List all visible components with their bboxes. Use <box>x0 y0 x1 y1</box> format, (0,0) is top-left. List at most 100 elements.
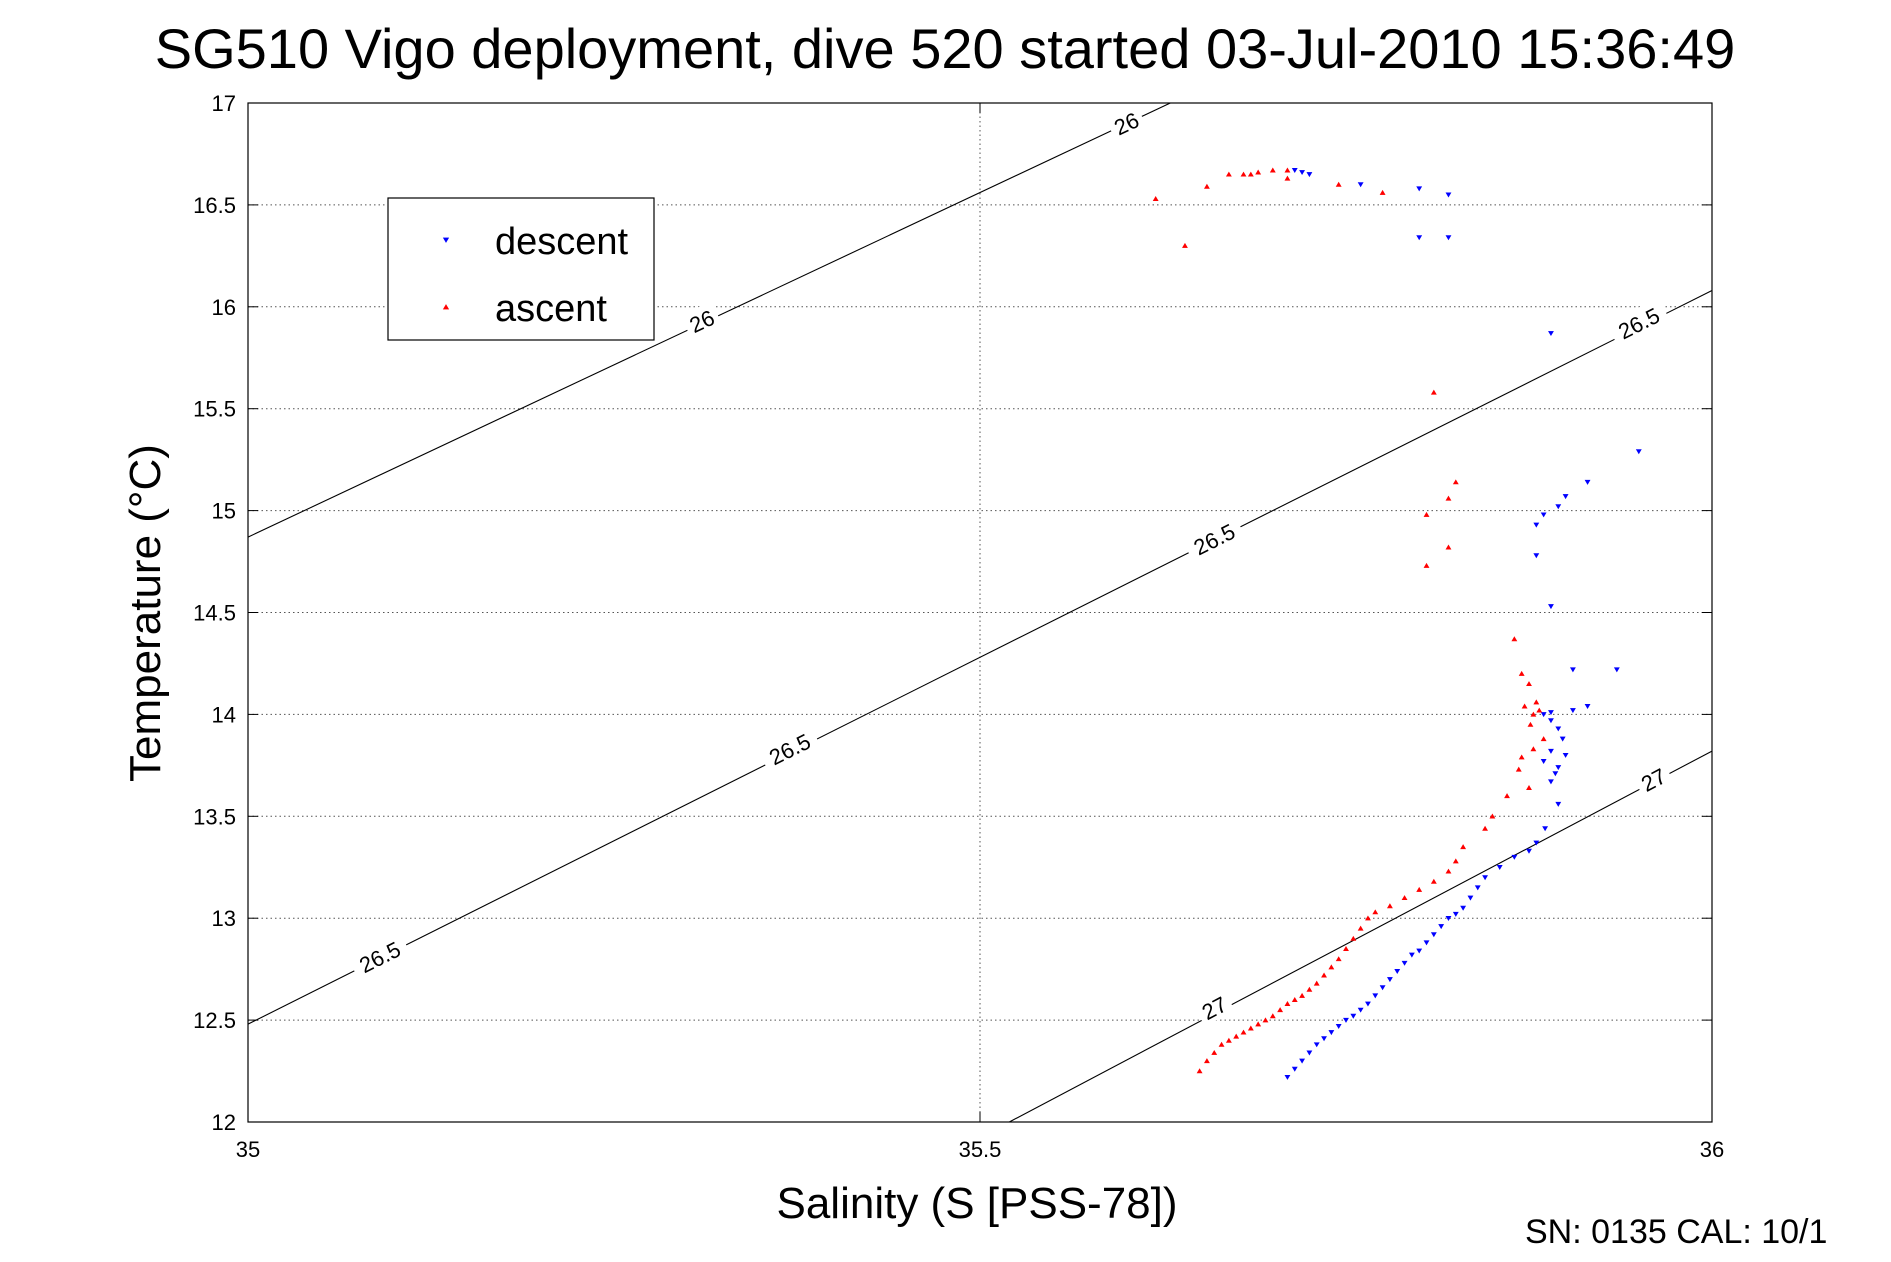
ascent-point-41 <box>1372 909 1379 915</box>
descent-point-8 <box>1548 331 1554 337</box>
x-axis-label: Salinity (S [PSS-78]) <box>776 1179 1177 1228</box>
ascent-point-62 <box>1218 1041 1225 1047</box>
y-tick-label-6: 15 <box>212 499 236 524</box>
descent-point-12 <box>1555 504 1562 510</box>
ascent-point-33 <box>1482 825 1489 831</box>
ascent-point-45 <box>1343 946 1349 951</box>
ascent-point-22 <box>1530 711 1537 717</box>
descent-point-14 <box>1533 522 1540 528</box>
ascent-point-47 <box>1328 964 1335 970</box>
descent-point-7 <box>1416 235 1423 241</box>
descent-point-65 <box>1284 1074 1291 1080</box>
isopycnal-line-2 <box>1009 750 1713 1123</box>
ascent-point-1 <box>1182 242 1188 248</box>
isopycnal-label-bg-1-2 <box>1182 513 1246 563</box>
isopycnal-label-bg-2-0 <box>1192 987 1235 1027</box>
y-tick-label-9: 16.5 <box>193 193 236 218</box>
ascent-point-10 <box>1335 181 1342 187</box>
ascent-point-25 <box>1527 721 1534 727</box>
y-tick-label-1: 12.5 <box>193 1008 236 1033</box>
descent-point-26 <box>1548 748 1554 754</box>
y-tick-label-4: 14 <box>212 702 236 727</box>
chart-title: SG510 Vigo deployment, dive 520 started … <box>155 17 1736 80</box>
descent-point-22 <box>1540 712 1547 718</box>
ascent-point-12 <box>1430 389 1437 395</box>
descent-point-18 <box>1613 667 1620 673</box>
descent-point-46 <box>1423 940 1430 946</box>
isopycnal-label-bg-1-1 <box>757 723 821 773</box>
legend-box <box>387 197 655 341</box>
ascent-point-38 <box>1416 886 1423 892</box>
descent-point-19 <box>1584 704 1591 709</box>
descent-point-34 <box>1533 840 1540 846</box>
serial-calibration-note: SN: 0135 CAL: 10/1 <box>1525 1213 1827 1251</box>
ascent-point-64 <box>1203 1058 1210 1064</box>
ascent-point-39 <box>1401 895 1408 901</box>
ascent-point-35 <box>1452 858 1459 864</box>
descent-point-24 <box>1555 726 1562 732</box>
ascent-point-56 <box>1262 1017 1269 1023</box>
descent-point-47 <box>1416 948 1423 954</box>
descent-point-63 <box>1299 1058 1306 1064</box>
ascent-point-27 <box>1530 746 1537 752</box>
isopycnal-label-bg-1-3 <box>1606 297 1671 347</box>
descent-point-42 <box>1452 911 1459 917</box>
y-tick-label-3: 13.5 <box>193 804 236 829</box>
descent-point-35 <box>1526 848 1532 854</box>
ascent-point-63 <box>1211 1049 1218 1055</box>
descent-point-50 <box>1394 968 1401 974</box>
descent-point-52 <box>1379 985 1386 991</box>
isopycnal-label-bg-0-0 <box>680 301 723 340</box>
y-tick-label-0: 12 <box>212 1110 236 1135</box>
ascent-point-23 <box>1533 699 1540 705</box>
descent-point-27 <box>1540 759 1547 765</box>
ascent-point-50 <box>1306 986 1313 992</box>
ascent-point-65 <box>1196 1068 1203 1074</box>
ascent-point-44 <box>1350 935 1357 941</box>
descent-point-13 <box>1540 512 1547 518</box>
ascent-point-51 <box>1299 992 1306 998</box>
ascent-point-34 <box>1460 844 1467 850</box>
ascent-point-43 <box>1357 925 1364 931</box>
ascent-point-19 <box>1518 670 1525 676</box>
descent-point-11 <box>1562 494 1569 500</box>
isopycnal-label-bg-2-1 <box>1631 759 1675 799</box>
ascent-point-42 <box>1365 915 1371 921</box>
isopycnal-label-bg-1-0 <box>347 931 412 981</box>
descent-point-44 <box>1438 924 1445 930</box>
y-tick-label-5: 14.5 <box>193 601 236 626</box>
isopycnal-line-1 <box>247 290 1713 1025</box>
descent-point-59 <box>1328 1030 1335 1036</box>
y-tick-label-2: 13 <box>212 906 236 931</box>
ascent-point-7 <box>1269 167 1276 173</box>
descent-point-41 <box>1460 905 1467 911</box>
descent-point-2 <box>1306 172 1313 178</box>
ascent-point-59 <box>1240 1029 1247 1035</box>
descent-point-57 <box>1343 1017 1349 1023</box>
ascent-point-36 <box>1445 868 1452 874</box>
ascent-point-13 <box>1445 495 1452 501</box>
ascent-point-24 <box>1536 707 1543 713</box>
legend-label-descent: descent <box>495 221 629 263</box>
descent-point-58 <box>1335 1023 1342 1029</box>
ascent-point-15 <box>1423 511 1430 517</box>
legend: descent ascent <box>387 197 655 341</box>
ascent-point-0 <box>1152 196 1159 202</box>
ascent-point-17 <box>1423 562 1430 568</box>
legend-marker-descent <box>442 237 450 243</box>
ascent-point-20 <box>1526 681 1532 687</box>
descent-point-39 <box>1474 885 1481 891</box>
descent-point-20 <box>1569 708 1576 714</box>
descent-point-5 <box>1445 192 1452 198</box>
ascent-point-29 <box>1515 766 1522 772</box>
descent-point-53 <box>1372 993 1379 999</box>
descent-point-25 <box>1559 736 1566 742</box>
ascent-point-48 <box>1321 972 1327 978</box>
ascent-point-14 <box>1452 479 1459 485</box>
descent-point-3 <box>1357 182 1364 188</box>
ascent-point-49 <box>1313 980 1320 986</box>
descent-point-36 <box>1511 854 1518 860</box>
descent-point-15 <box>1533 553 1540 559</box>
descent-point-17 <box>1569 667 1576 673</box>
